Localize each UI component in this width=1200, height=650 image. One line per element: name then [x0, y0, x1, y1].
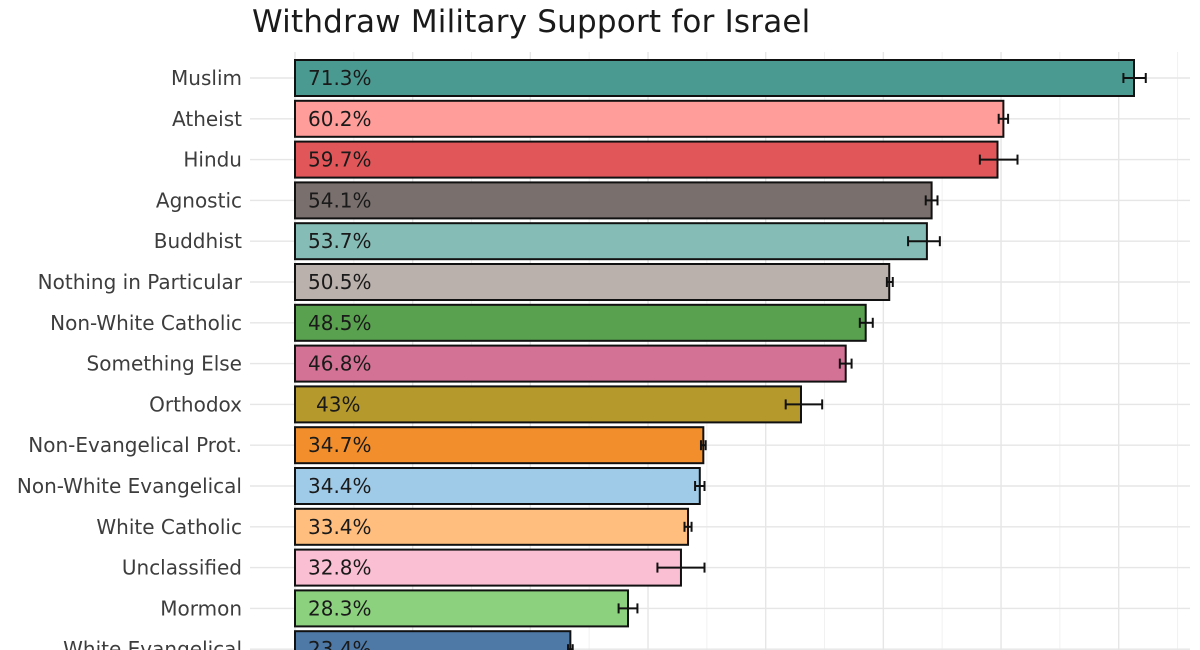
y-tick-label: Hindu — [183, 148, 242, 172]
y-tick-label: Buddhist — [154, 229, 242, 253]
y-tick-label: Mormon — [160, 596, 242, 620]
y-tick-label: White Evangelical — [63, 637, 242, 650]
data-label: 23.4% — [308, 637, 372, 650]
data-label: 32.8% — [308, 556, 372, 580]
y-tick-label: Orthodox — [149, 392, 242, 416]
bar — [294, 59, 1135, 97]
data-label: 50.5% — [308, 270, 372, 294]
bar — [294, 99, 1005, 138]
y-tick-label: Muslim — [171, 66, 242, 90]
data-label: 60.2% — [308, 107, 372, 131]
bar — [294, 467, 701, 505]
y-tick-label: Unclassified — [122, 556, 242, 580]
bar — [294, 344, 847, 383]
data-label: 46.8% — [308, 352, 372, 376]
bar — [294, 426, 705, 465]
y-tick-label: White Catholic — [96, 515, 242, 539]
bar — [294, 263, 891, 301]
data-label: 33.4% — [308, 515, 372, 539]
data-label: 59.7% — [308, 148, 372, 172]
y-tick-label: Atheist — [172, 107, 242, 131]
data-label: 53.7% — [308, 229, 372, 253]
y-tick-label: Agnostic — [156, 188, 242, 212]
data-label: 48.5% — [308, 311, 372, 335]
bar — [294, 303, 867, 342]
data-label: 28.3% — [308, 596, 372, 620]
bar — [294, 140, 999, 179]
bar — [294, 181, 933, 220]
bar — [294, 589, 630, 628]
y-tick-label: Non-White Catholic — [50, 311, 242, 335]
data-label: 54.1% — [308, 188, 372, 212]
data-label: 71.3% — [308, 66, 372, 90]
bar — [294, 385, 802, 424]
y-tick-label: Something Else — [87, 352, 242, 376]
data-label: 34.7% — [308, 433, 372, 457]
bar — [294, 222, 928, 261]
chart-title: Withdraw Military Support for Israel — [252, 4, 811, 40]
y-tick-label: Non-White Evangelical — [17, 474, 242, 498]
data-label: 43% — [316, 392, 360, 416]
bar — [294, 548, 682, 587]
y-tick-label: Non-Evangelical Prot. — [28, 433, 242, 457]
y-tick-label: Nothing in Particular — [38, 270, 243, 294]
data-label: 34.4% — [308, 474, 372, 498]
